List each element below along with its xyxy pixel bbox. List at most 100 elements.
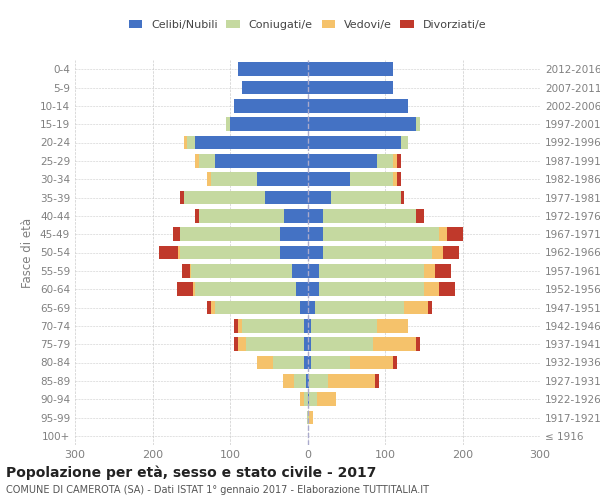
Bar [308,136,401,149]
Bar [375,374,379,388]
Bar [311,319,377,332]
Bar [350,356,393,370]
Y-axis label: Fasce di età: Fasce di età [22,218,34,288]
Bar [304,356,308,370]
Bar [308,154,377,168]
Bar [323,228,439,241]
Bar [350,172,393,186]
Bar [308,374,309,388]
Bar [328,374,375,388]
Bar [242,80,308,94]
Bar [309,392,317,406]
Bar [397,154,401,168]
Bar [377,154,393,168]
Bar [234,99,308,112]
Bar [308,300,315,314]
Bar [311,356,350,370]
Bar [230,118,308,131]
Bar [308,246,323,260]
Bar [283,374,295,388]
Bar [280,246,308,260]
Bar [416,118,420,131]
Bar [179,228,280,241]
Bar [393,356,397,370]
Bar [308,172,350,186]
Bar [428,300,431,314]
Bar [242,319,304,332]
Bar [296,282,308,296]
Bar [187,136,195,149]
Bar [424,264,436,278]
Bar [311,338,373,351]
Bar [308,282,319,296]
Bar [234,319,238,332]
Bar [245,338,304,351]
Bar [443,246,458,260]
Bar [416,338,420,351]
Bar [308,80,393,94]
Bar [284,209,308,222]
Bar [238,62,308,76]
Bar [323,246,431,260]
Bar [416,209,424,222]
Bar [308,319,311,332]
Bar [257,356,272,370]
Bar [436,264,451,278]
Bar [307,410,308,424]
Bar [238,338,245,351]
Bar [377,319,408,332]
Bar [211,172,257,186]
Bar [257,172,308,186]
Bar [215,300,300,314]
Bar [308,410,309,424]
Bar [308,209,323,222]
Bar [393,154,397,168]
Bar [184,190,265,204]
Bar [238,319,242,332]
Bar [182,264,190,278]
Bar [300,392,304,406]
Bar [195,282,296,296]
Bar [304,319,308,332]
Bar [397,172,401,186]
Bar [178,282,193,296]
Bar [309,374,328,388]
Bar [300,300,308,314]
Bar [309,410,313,424]
Bar [401,136,408,149]
Bar [211,300,215,314]
Bar [280,228,308,241]
Bar [308,99,408,112]
Bar [215,154,308,168]
Bar [315,300,404,314]
Text: COMUNE DI CAMEROTA (SA) - Dati ISTAT 1° gennaio 2017 - Elaborazione TUTTITALIA.I: COMUNE DI CAMEROTA (SA) - Dati ISTAT 1° … [6,485,429,495]
Bar [195,209,199,222]
Bar [308,356,311,370]
Bar [199,154,215,168]
Bar [393,172,397,186]
Bar [331,190,401,204]
Bar [439,228,447,241]
Bar [199,209,284,222]
Bar [272,356,304,370]
Bar [265,190,308,204]
Bar [323,209,416,222]
Bar [424,282,439,296]
Bar [207,300,211,314]
Bar [308,62,393,76]
Bar [195,136,308,149]
Bar [431,246,443,260]
Bar [306,374,308,388]
Bar [179,190,184,204]
Bar [295,374,306,388]
Bar [193,282,195,296]
Bar [401,190,404,204]
Bar [158,246,178,260]
Bar [317,392,336,406]
Bar [292,264,308,278]
Bar [190,264,191,278]
Bar [195,154,199,168]
Bar [308,190,331,204]
Bar [304,338,308,351]
Legend: Celibi/Nubili, Coniugati/e, Vedovi/e, Divorziati/e: Celibi/Nubili, Coniugati/e, Vedovi/e, Di… [124,16,491,34]
